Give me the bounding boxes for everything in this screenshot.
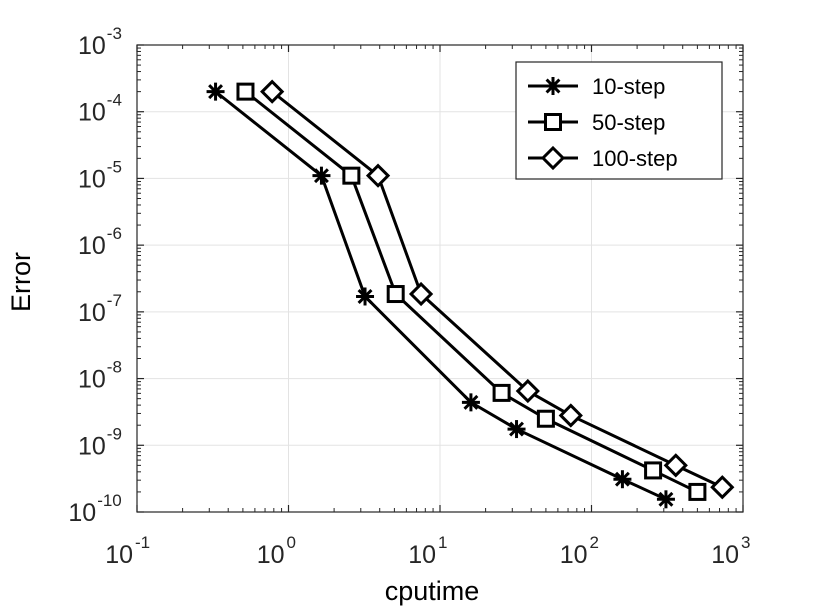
svg-text:1: 1 [438, 533, 447, 552]
series-group [206, 79, 735, 509]
data-point [558, 403, 583, 428]
y-tick-label: 10 -5 [78, 157, 122, 193]
svg-text:10: 10 [78, 432, 106, 460]
data-point [656, 490, 675, 509]
y-tick-label: 10 -4 [78, 91, 122, 127]
data-point [365, 163, 391, 188]
data-point [408, 281, 434, 307]
y-tick-label: 10 -9 [78, 424, 122, 460]
svg-text:10: 10 [105, 541, 133, 569]
data-point [461, 393, 480, 412]
legend-marker [544, 77, 562, 95]
svg-text:10: 10 [408, 541, 436, 569]
svg-text:10: 10 [78, 32, 106, 60]
y-tick-label: 10 -6 [78, 224, 122, 260]
x-tick-label: 10 1 [408, 533, 447, 569]
data-point [386, 285, 405, 304]
legend-label: 50-step [592, 110, 665, 135]
svg-text:10: 10 [78, 165, 106, 193]
svg-text:0: 0 [287, 533, 296, 552]
series-100-step [260, 79, 735, 500]
minor-ticks [137, 45, 743, 512]
svg-text:-9: -9 [107, 424, 122, 443]
x-tick-labels: 10 -1 10 0 10 1 10 2 10 3 [105, 533, 750, 569]
svg-text:10: 10 [78, 232, 106, 260]
data-point [312, 166, 331, 185]
data-point [644, 461, 663, 480]
x-tick-label: 10 2 [560, 533, 599, 569]
legend-item: 10-step [528, 74, 665, 99]
data-point [663, 453, 688, 478]
series-50-step [236, 82, 707, 501]
svg-text:10: 10 [560, 541, 588, 569]
legend-item: 50-step [528, 110, 665, 135]
y-tick-label: 10 -7 [78, 291, 122, 327]
x-tick-label: 10 -1 [105, 533, 150, 569]
y-tick-label: 10 -8 [78, 358, 122, 394]
data-point [688, 482, 707, 501]
legend: 10-step 50-step 100-step [515, 61, 723, 180]
svg-text:-8: -8 [107, 358, 122, 377]
svg-text:10: 10 [68, 499, 96, 527]
y-tick-label: 10 -10 [68, 491, 121, 527]
svg-text:-3: -3 [107, 24, 122, 43]
data-point [710, 475, 735, 500]
svg-text:10: 10 [257, 541, 285, 569]
x-tick-label: 10 0 [257, 533, 296, 569]
data-point [515, 378, 540, 404]
data-point [536, 409, 555, 428]
data-point [236, 82, 255, 101]
y-axis-label: Error [6, 252, 36, 312]
data-point [507, 420, 526, 439]
data-point [206, 82, 225, 101]
svg-text:-7: -7 [107, 291, 122, 310]
x-tick-label: 10 3 [711, 533, 750, 569]
plot-frame [136, 44, 744, 513]
svg-text:10: 10 [711, 541, 739, 569]
svg-text:2: 2 [590, 533, 599, 552]
svg-text:-6: -6 [107, 224, 122, 243]
data-point [613, 470, 632, 489]
legend-marker [540, 145, 566, 171]
svg-text:10: 10 [78, 99, 106, 127]
legend-label: 100-step [592, 146, 678, 171]
legend-label: 10-step [592, 74, 665, 99]
data-point [356, 287, 375, 306]
data-point [492, 383, 511, 402]
svg-text:-4: -4 [107, 91, 122, 110]
svg-text:-10: -10 [97, 491, 122, 510]
svg-text:-5: -5 [107, 157, 122, 176]
svg-text:10: 10 [78, 366, 106, 394]
svg-text:3: 3 [741, 533, 750, 552]
legend-marker [544, 113, 562, 131]
data-point [260, 79, 285, 104]
data-point [342, 166, 361, 185]
y-tick-label: 10 -3 [78, 24, 122, 60]
y-tick-labels: 10-310-410-510-610-710-810-910-10 [68, 24, 122, 527]
legend-item: 100-step [528, 145, 678, 171]
x-axis-label: cputime [385, 576, 480, 606]
svg-text:-1: -1 [135, 533, 150, 552]
series-10-step [206, 82, 675, 509]
svg-text:10: 10 [78, 299, 106, 327]
